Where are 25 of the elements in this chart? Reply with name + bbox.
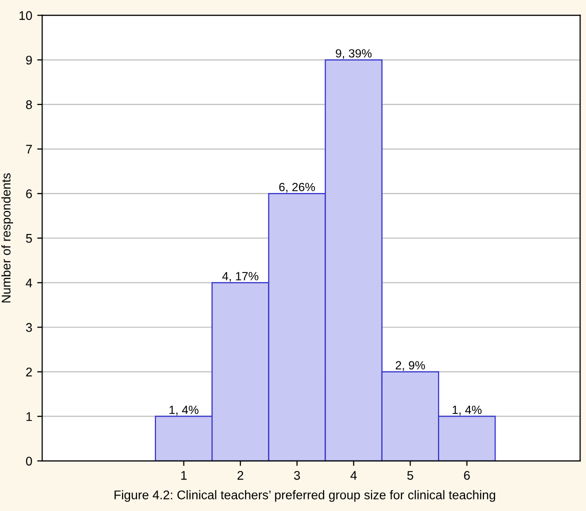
caption: Figure 4.2: Clinical teachers’ preferred group size for clinical teaching xyxy=(114,490,496,502)
data-label: 6, 26% xyxy=(279,182,315,193)
y-tick-label: 1 xyxy=(26,412,32,421)
x-tick-label: 4 xyxy=(350,471,357,480)
y-tick-label: 5 xyxy=(26,234,32,243)
data-label: 4, 17% xyxy=(222,272,258,282)
y-tick-label: 3 xyxy=(26,323,32,332)
y-tick-label: 7 xyxy=(26,144,32,154)
y-tick-label: 8 xyxy=(26,100,32,110)
x-tick-label: 1 xyxy=(181,471,187,480)
y-tick-label: 9 xyxy=(26,56,32,65)
x-tick-label: 2 xyxy=(238,470,244,480)
y-tick-label: 10 xyxy=(20,11,32,20)
x-tick-label: 6 xyxy=(464,470,470,480)
x-tick-label: 5 xyxy=(407,471,414,480)
data-label: 1, 4% xyxy=(452,406,482,416)
y-tick-label: 6 xyxy=(26,189,32,198)
data-label: 1, 4% xyxy=(170,406,198,416)
data-label: 2, 9% xyxy=(396,361,425,371)
x-tick-label: 3 xyxy=(294,470,300,480)
y-axis-title: Number of respondents xyxy=(1,173,14,302)
data-label: 9, 39% xyxy=(336,49,372,59)
y-tick-label: 2 xyxy=(26,368,32,376)
y-tick-label: 0 xyxy=(26,456,32,466)
y-tick-label: 4 xyxy=(26,278,32,288)
